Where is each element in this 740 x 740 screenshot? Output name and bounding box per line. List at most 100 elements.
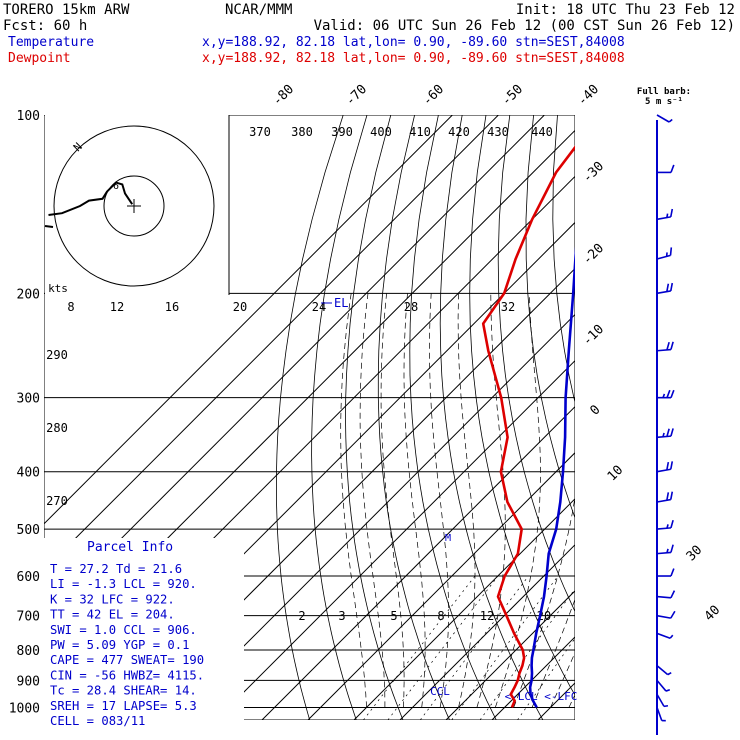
moist-adiabat xyxy=(476,293,506,708)
parcel-line: LI = -1.3 LCL = 920. xyxy=(50,577,197,591)
forecast-hour: Fcst: 60 h xyxy=(3,18,87,34)
pressure-label: 500 xyxy=(17,523,40,538)
ccl-annotation: CCL xyxy=(430,685,450,698)
isotherm-label: -30 xyxy=(580,159,607,186)
dry-adiabat xyxy=(497,115,575,613)
hodograph-background xyxy=(45,115,229,295)
dry-adiabat xyxy=(629,115,740,720)
mixing-ratio-line xyxy=(363,575,476,720)
parcel-panel-background xyxy=(44,538,244,720)
wind-barb xyxy=(656,208,674,221)
wind-barb xyxy=(656,519,674,530)
isotherm-line xyxy=(44,115,545,617)
wind-barb xyxy=(656,247,673,260)
hodograph-trace-tail xyxy=(44,225,54,228)
wind-barb xyxy=(656,282,674,295)
theta-label: 400 xyxy=(370,125,392,139)
isotherm-line xyxy=(169,313,575,720)
wind-barbs xyxy=(656,114,676,735)
isotherm-line xyxy=(353,498,575,720)
isotherm-label: -60 xyxy=(420,82,447,109)
isotherm-line xyxy=(445,590,575,720)
dry-adiabat xyxy=(275,115,344,720)
pressure-label: 100 xyxy=(17,109,40,124)
wind-barb xyxy=(656,341,674,352)
theta-label: 380 xyxy=(291,125,313,139)
mixing-ratio-label: 5 xyxy=(390,609,397,623)
hodograph-speed-label: 20 xyxy=(233,300,247,314)
sounding-traces xyxy=(481,145,575,709)
dry-adiabat xyxy=(525,115,575,519)
mixing-ratio-label: 12 xyxy=(480,609,494,623)
dry-adiabat xyxy=(579,115,740,720)
hodograph-speed-label: 28 xyxy=(404,300,418,314)
wind-barb xyxy=(656,544,674,555)
dry-adiabat xyxy=(677,115,740,720)
moist-adiabat xyxy=(403,293,426,708)
wind-barb xyxy=(656,707,666,722)
pressure-label: 900 xyxy=(17,674,40,689)
isotherm-label: -80 xyxy=(270,82,297,109)
isotherm-label: -50 xyxy=(499,82,526,109)
isotherm-line xyxy=(630,115,740,720)
barb-key-title: Full barb: xyxy=(637,87,691,97)
hodograph-trace xyxy=(48,181,134,216)
moist-adiabat xyxy=(359,293,386,708)
hodograph-speed-label: 24 xyxy=(312,300,326,314)
pressure-label: 1000 xyxy=(9,701,40,716)
parcel-line: SWI = 1.0 CCL = 906. xyxy=(50,623,197,637)
parcel-line: CAPE = 477 SWEAT= 190 xyxy=(50,653,204,667)
dry-adiabat xyxy=(345,115,404,720)
wind-barb xyxy=(657,568,675,577)
parcel-line: SREH = 17 LAPSE= 5.3 xyxy=(50,699,197,713)
isotherm-line xyxy=(215,359,575,720)
moist-adiabat xyxy=(457,293,476,708)
isotherm-line xyxy=(307,452,575,720)
dry-adiabat xyxy=(409,115,497,720)
hodograph-ring-outer xyxy=(53,125,215,287)
moist-adiabat xyxy=(429,293,449,708)
hodograph-units-label: kts xyxy=(48,282,68,295)
dry-adiabat xyxy=(700,115,740,720)
mixing-ratio-label: 8 xyxy=(437,609,444,623)
pressure-label: 600 xyxy=(17,570,40,585)
theta-label: 420 xyxy=(448,125,470,139)
hodograph-ring-inner xyxy=(103,175,165,237)
dry-adiabat xyxy=(653,115,740,720)
moist-adiabat xyxy=(380,293,405,708)
wind-barb xyxy=(657,164,675,174)
valid-time: Valid: 06 UTC Sun 26 Feb 12 (00 CST Sun … xyxy=(314,18,735,34)
cloud-marker: M xyxy=(445,533,451,544)
isotherm-line xyxy=(584,115,740,720)
isotherm-line xyxy=(44,115,453,525)
theta-label: 410 xyxy=(409,125,431,139)
theta-label: 280 xyxy=(46,421,68,435)
parcel-line: Tc = 28.4 SHEAR= 14. xyxy=(50,684,197,698)
mixing-ratio-label: 2 xyxy=(298,609,305,623)
wind-barb xyxy=(656,632,674,639)
hodograph-speed-label: 12 xyxy=(110,300,124,314)
wind-barb xyxy=(657,389,675,399)
dewpoint-trace xyxy=(481,145,575,708)
location-dewpoint: x,y=188.92, 82.18 lat,lon= 0.90, -89.60 … xyxy=(202,51,625,66)
dry-adiabat xyxy=(439,115,544,720)
dry-adiabat xyxy=(552,115,575,404)
isotherm-label: -40 xyxy=(575,82,602,109)
isotherm-label: 30 xyxy=(684,543,706,565)
wind-barb xyxy=(656,461,674,473)
isotherm-label: 0 xyxy=(587,402,603,418)
parcel-line: CIN = -56 HWBZ= 4115. xyxy=(50,668,204,682)
parcel-info-panel: Parcel Info T = 27.2 Td = 21.6LI = -1.3 L… xyxy=(44,538,244,728)
model-title: TORERO 15km ARW xyxy=(3,2,130,18)
pressure-label: 800 xyxy=(17,644,40,659)
theta-label: 370 xyxy=(249,125,271,139)
theta-label: 270 xyxy=(46,494,68,508)
pressure-label: 200 xyxy=(17,287,40,302)
isotherm-label: -20 xyxy=(580,241,607,268)
hodograph-speed-label: 32 xyxy=(501,300,515,314)
theta-label: 440 xyxy=(531,125,553,139)
theta-label: 290 xyxy=(46,348,68,362)
parcel-title: Parcel Info xyxy=(87,540,173,555)
